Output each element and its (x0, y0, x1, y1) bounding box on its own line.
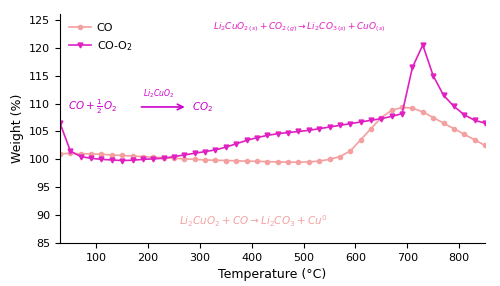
CO (233, 159, 239, 162)
CO (420, 110, 426, 114)
CO (326, 158, 332, 161)
CO-O$_2$ (296, 130, 302, 133)
CO (212, 158, 218, 162)
CO-O$_2$ (202, 150, 208, 153)
Y-axis label: Weight (%): Weight (%) (10, 94, 24, 163)
CO (202, 158, 208, 162)
CO-O$_2$ (130, 158, 136, 162)
CO (440, 121, 446, 125)
CO (482, 144, 488, 147)
CO-O$_2$ (378, 117, 384, 120)
CO (119, 154, 125, 157)
CO-O$_2$ (472, 119, 478, 122)
Text: $CO_2$: $CO_2$ (192, 100, 213, 114)
CO (254, 160, 260, 163)
CO (306, 160, 312, 164)
CO (244, 159, 250, 163)
CO-O$_2$ (68, 149, 73, 153)
CO (130, 154, 136, 158)
CO-O$_2$ (388, 115, 394, 118)
CO-O$_2$ (358, 120, 364, 124)
CO (462, 133, 468, 136)
CO (150, 156, 156, 159)
CO (296, 160, 302, 164)
Text: $Li_2CuO_2 + CO \rightarrow Li_2CO_3 + Cu^0$: $Li_2CuO_2 + CO \rightarrow Li_2CO_3 + C… (179, 214, 328, 229)
CO (140, 155, 146, 158)
Text: $CO + \frac{1}{2}\,O_2$: $CO + \frac{1}{2}\,O_2$ (68, 98, 118, 116)
CO (109, 153, 115, 157)
CO (358, 138, 364, 142)
CO-O$_2$ (368, 119, 374, 122)
X-axis label: Temperature (°C): Temperature (°C) (218, 268, 326, 281)
CO-O$_2$ (160, 156, 166, 160)
CO (171, 156, 177, 160)
Line: CO-O$_2$: CO-O$_2$ (58, 43, 488, 163)
CO (368, 127, 374, 130)
CO (430, 116, 436, 119)
CO (223, 159, 229, 162)
CO-O$_2$ (150, 157, 156, 160)
CO-O$_2$ (223, 145, 229, 149)
CO-O$_2$ (212, 148, 218, 152)
CO-O$_2$ (462, 113, 468, 116)
CO (264, 160, 270, 163)
CO (378, 116, 384, 119)
CO-O$_2$ (430, 74, 436, 78)
CO (451, 127, 457, 130)
CO-O$_2$ (78, 155, 84, 158)
CO (337, 155, 343, 158)
CO-O$_2$ (347, 122, 353, 125)
CO (78, 152, 84, 156)
CO (192, 158, 198, 161)
CO-O$_2$ (440, 94, 446, 97)
CO-O$_2$ (192, 152, 198, 155)
CO-O$_2$ (337, 124, 343, 127)
CO-O$_2$ (254, 136, 260, 139)
Legend: CO, CO-O$_2$: CO, CO-O$_2$ (66, 20, 136, 56)
CO-O$_2$ (274, 132, 280, 136)
CO (57, 152, 63, 156)
CO-O$_2$ (182, 153, 188, 157)
Text: $Li_2CuO_{2\,(s)} + CO_{2\,(g)} \rightarrow Li_2CO_{3\,(s)} + CuO_{(s)}$: $Li_2CuO_{2\,(s)} + CO_{2\,(g)} \rightar… (213, 21, 386, 34)
CO-O$_2$ (57, 121, 63, 125)
CO-O$_2$ (244, 139, 250, 142)
CO-O$_2$ (306, 129, 312, 132)
Line: CO: CO (58, 106, 487, 164)
CO-O$_2$ (233, 142, 239, 146)
CO-O$_2$ (109, 158, 115, 162)
CO (399, 106, 405, 109)
CO-O$_2$ (399, 112, 405, 115)
CO-O$_2$ (140, 158, 146, 161)
CO-O$_2$ (326, 125, 332, 129)
CO-O$_2$ (264, 134, 270, 137)
CO-O$_2$ (98, 158, 104, 161)
CO (285, 160, 291, 164)
CO (410, 106, 416, 110)
Text: $Li_2CuO_2$: $Li_2CuO_2$ (143, 88, 174, 100)
CO-O$_2$ (119, 159, 125, 162)
CO-O$_2$ (285, 131, 291, 134)
CO (388, 109, 394, 112)
CO (347, 149, 353, 153)
CO-O$_2$ (482, 121, 488, 125)
CO-O$_2$ (171, 155, 177, 158)
CO-O$_2$ (451, 105, 457, 108)
CO (182, 157, 188, 160)
CO (274, 160, 280, 164)
CO (68, 152, 73, 155)
CO-O$_2$ (410, 65, 416, 69)
CO-O$_2$ (420, 43, 426, 47)
CO (472, 138, 478, 142)
CO-O$_2$ (316, 127, 322, 130)
CO (98, 153, 104, 156)
CO (88, 152, 94, 156)
CO-O$_2$ (88, 156, 94, 160)
CO (160, 156, 166, 159)
CO (316, 159, 322, 163)
